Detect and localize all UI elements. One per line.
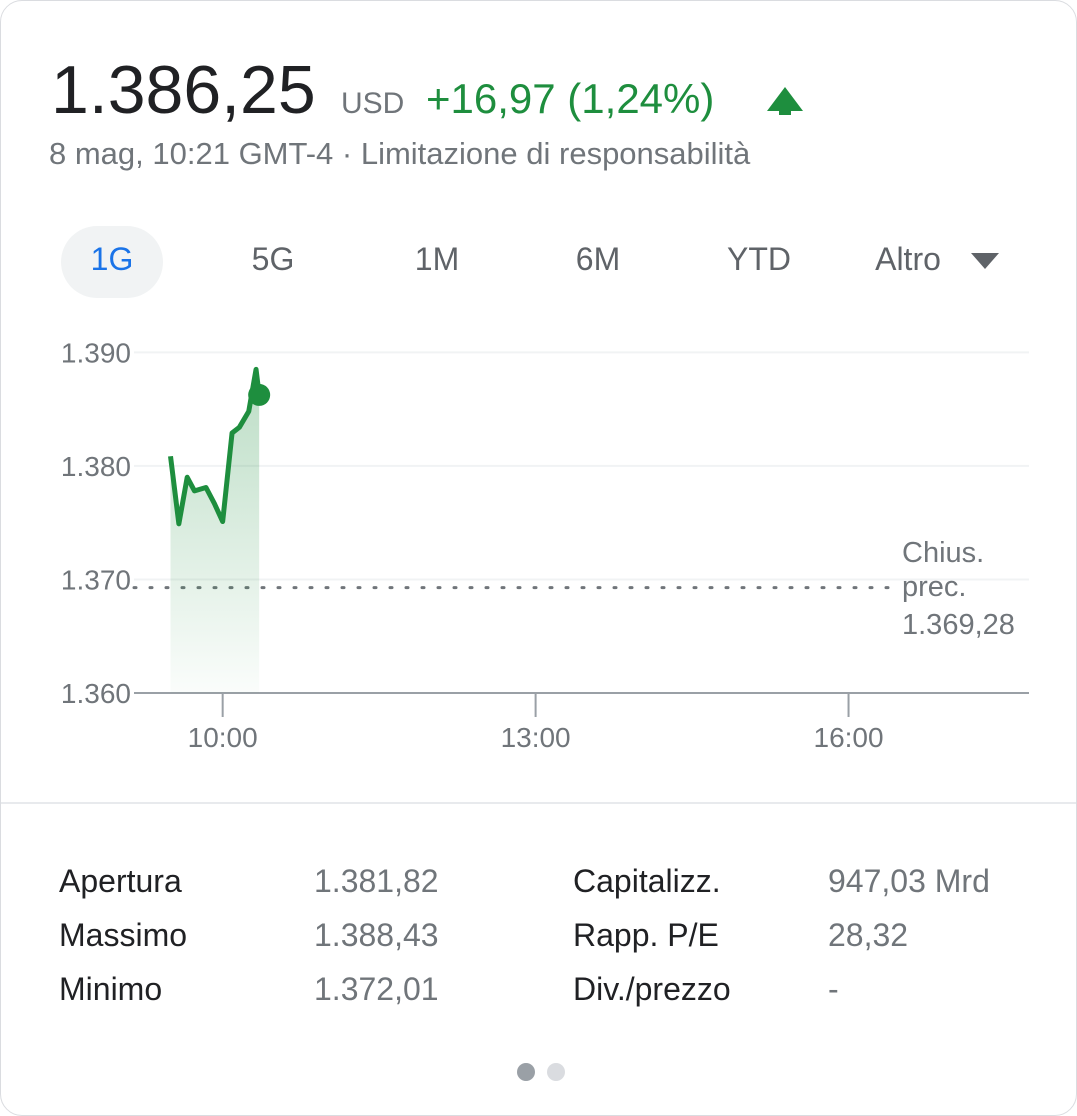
reference-value: 1.369,28: [902, 609, 1015, 641]
stat-value: -: [828, 971, 839, 1007]
x-tick-label: 16:00: [814, 722, 884, 753]
x-tick-label: 13:00: [501, 722, 571, 753]
page-dot[interactable]: [547, 1063, 565, 1081]
price-change: +16,97 (1,24%): [426, 75, 715, 122]
page-dot-active[interactable]: [517, 1063, 535, 1081]
tab[interactable]: 5G: [251, 241, 295, 277]
y-tick-label: 1.380: [61, 451, 131, 482]
tab[interactable]: 1G: [90, 241, 134, 277]
current-dot: [248, 383, 271, 406]
tab[interactable]: 6M: [575, 241, 621, 277]
tab[interactable]: YTD: [727, 241, 791, 277]
stat-value: 1.388,43: [314, 917, 439, 953]
stat-value: 28,32: [828, 917, 909, 953]
x-tick-label: 10:00: [188, 722, 258, 753]
dropdown-arrow: [971, 253, 999, 269]
stat-label: Apertura: [59, 863, 182, 899]
price: 1.386,25: [51, 52, 316, 128]
stat-label: Rapp. P/E: [573, 917, 719, 953]
currency: USD: [341, 87, 405, 120]
line: [168, 366, 262, 527]
area: [170, 369, 260, 693]
tab[interactable]: 1M: [414, 241, 460, 277]
stat-value: 947,03 Mrd: [828, 863, 990, 899]
y-tick-label: 1.370: [61, 564, 131, 595]
stat-label: Massimo: [59, 917, 188, 953]
stat-label: Capitalizz.: [573, 863, 721, 899]
tab-selected-bg: [61, 226, 163, 298]
reference-label: Chius. prec.: [902, 537, 985, 603]
stat-value: 1.372,01: [314, 971, 439, 1007]
stat-label: Div./prezzo: [573, 971, 731, 1007]
stat-label: Minimo: [59, 971, 163, 1007]
up-arrow: [767, 87, 803, 115]
stat-value: 1.381,82: [314, 863, 439, 899]
timestamp: 8 mag, 10:21 GMT-4 · Limitazione di resp…: [49, 136, 751, 171]
y-tick-label: 1.390: [61, 337, 131, 368]
y-tick-label: 1.360: [61, 678, 131, 709]
tab[interactable]: Altro: [875, 241, 941, 277]
